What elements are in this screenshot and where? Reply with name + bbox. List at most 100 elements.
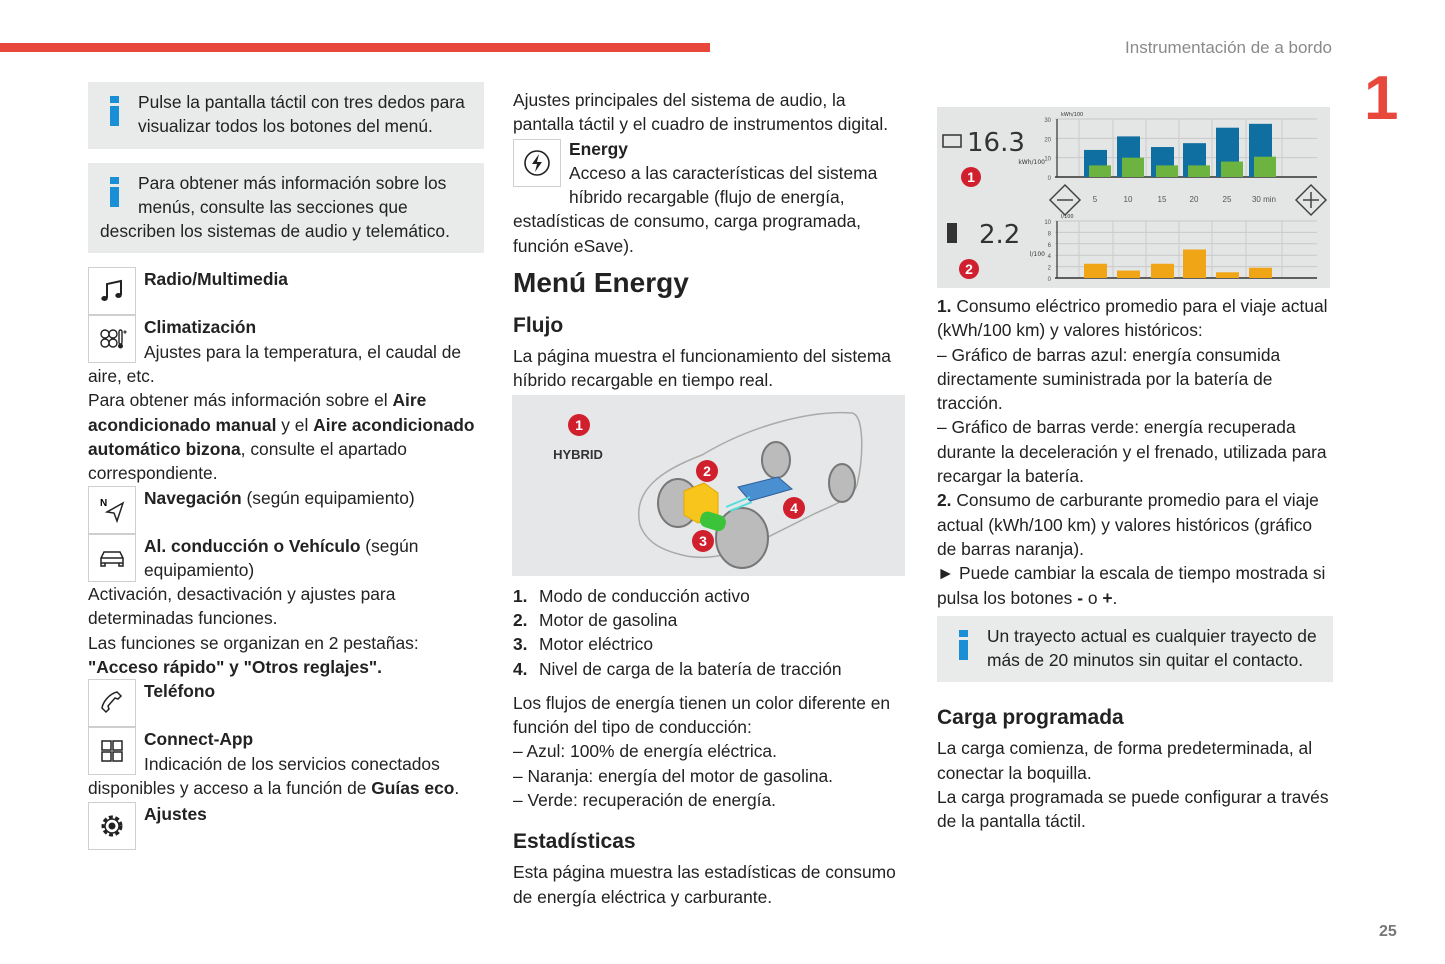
badge-number: 4 bbox=[790, 500, 798, 516]
text-bold: Otros reglajes bbox=[251, 657, 369, 678]
list-text: Motor eléctrico bbox=[539, 634, 654, 655]
battery-flow-icon bbox=[942, 134, 962, 148]
text: , consulte el apartado correspondiente. bbox=[88, 438, 407, 484]
list-number: 4. bbox=[513, 658, 528, 679]
zoom-in-button[interactable] bbox=[1294, 183, 1328, 217]
left-column: Pulse la pantalla táctil con tres dedos … bbox=[88, 82, 484, 851]
info-text: Un trayecto actual es cualquier trayecto… bbox=[987, 625, 1317, 671]
energy-bolt-icon bbox=[513, 138, 561, 187]
badge-circle bbox=[568, 413, 590, 436]
list-number: 3. bbox=[513, 634, 528, 655]
number-badge: 3 bbox=[692, 529, 714, 552]
y-tick-label: 4 bbox=[1048, 254, 1052, 260]
x-tick-label: 20 bbox=[1190, 195, 1199, 204]
car-outline bbox=[637, 411, 863, 558]
info-box: Pulse la pantalla táctil con tres dedos … bbox=[88, 82, 484, 149]
flujo-text: La página muestra el funcionamiento del … bbox=[513, 346, 891, 391]
menu-item-ajustes: Ajustes bbox=[88, 802, 484, 851]
y-tick-label: 20 bbox=[1044, 137, 1051, 143]
apps-grid-icon bbox=[88, 727, 136, 776]
menu-item-climatizacion: Climatización Ajustes para la temperatur… bbox=[88, 315, 484, 485]
info-icon bbox=[100, 90, 138, 138]
colors-intro: Los flujos de energía tienen un color di… bbox=[513, 692, 891, 738]
badge-number: 1 bbox=[967, 169, 975, 185]
stats-desc-1: 1. Consumo eléctrico promedio para el vi… bbox=[937, 296, 1328, 341]
energy-flow bbox=[725, 495, 753, 512]
svg-text:N: N bbox=[100, 498, 107, 509]
zoom-out-button[interactable] bbox=[1048, 183, 1082, 217]
list-text: Nivel de carga de la batería de tracción bbox=[539, 658, 842, 679]
hybrid-mode-label: HYBRID bbox=[553, 447, 603, 462]
text: y el bbox=[276, 414, 314, 435]
list-item: 1. Modo de conducción activo bbox=[513, 584, 911, 608]
heading-menu-energy: Menú Energy bbox=[513, 267, 689, 299]
item-title: Radio/Multimedia bbox=[144, 269, 288, 290]
bar-green bbox=[1254, 156, 1276, 177]
info-box: Un trayecto actual es cualquier trayecto… bbox=[937, 615, 1333, 683]
list-text: Motor de gasolina bbox=[539, 609, 678, 630]
header-accent-bar bbox=[0, 43, 710, 52]
info-box: Para obtener más información sobre los m… bbox=[88, 162, 484, 254]
axis-unit: kWh/100 bbox=[1061, 112, 1083, 118]
y-tick-label: 10 bbox=[1044, 157, 1051, 163]
item-title: Teléfono bbox=[144, 681, 216, 702]
stats-desc-blue: – Gráfico de barras azul: energía consum… bbox=[937, 344, 1281, 414]
list-number: 1. bbox=[513, 585, 528, 606]
item-suffix: (según equipamiento) bbox=[144, 535, 419, 580]
electric-motor bbox=[699, 511, 726, 531]
stats-desc-2: 2. Consumo de carburante promedio para e… bbox=[937, 490, 1319, 559]
text-bold: Aire acondicionado manual bbox=[88, 390, 427, 435]
badge-number: 1 bbox=[575, 417, 583, 433]
item-text: Indicación de los servicios conectados d… bbox=[88, 753, 440, 798]
intro-text: Ajustes principales del sistema de audio… bbox=[513, 90, 889, 135]
color-item-blue: – Azul: 100% de energía eléctrica. bbox=[513, 741, 777, 762]
bar-green bbox=[1188, 165, 1210, 177]
x-tick-label: 15 bbox=[1158, 195, 1167, 204]
info-icon bbox=[949, 624, 987, 672]
hybrid-flow-figure: 1 2 3 4 HYBRID bbox=[512, 394, 905, 576]
bar-green bbox=[1156, 165, 1178, 177]
item-text: Activación, desactivación y ajustes para… bbox=[88, 584, 396, 629]
menu-item-navegacion: N Navegación (según equipamiento) bbox=[88, 485, 484, 534]
stats-scale-tip: ► Puede cambiar la escala de tiempo most… bbox=[937, 563, 1326, 608]
badge-circle bbox=[959, 259, 979, 279]
middle-column: Ajustes principales del sistema de audio… bbox=[512, 88, 911, 909]
bar-orange bbox=[1151, 263, 1174, 278]
item-title: Al. conducción o Vehículo bbox=[144, 535, 361, 556]
carga-text-2: La carga programada se puede configurar … bbox=[937, 787, 1329, 832]
number-badge: 1 bbox=[961, 167, 981, 187]
fuel-pump-icon bbox=[947, 223, 957, 243]
menu-item-radio: Radio/Multimedia bbox=[88, 267, 484, 316]
number-badge: 4 bbox=[783, 496, 805, 519]
fan-temperature-icon bbox=[88, 315, 136, 364]
y-tick-label: 0 bbox=[1048, 176, 1052, 182]
carga-text-1: La carga comienza, de forma predetermina… bbox=[937, 738, 1313, 783]
gear-icon bbox=[88, 802, 136, 851]
heading-estadisticas: Estadísticas bbox=[513, 830, 636, 854]
y-tick-label: 8 bbox=[1048, 231, 1052, 237]
bar-orange bbox=[1249, 267, 1272, 278]
y-tick-label: 10 bbox=[1044, 220, 1051, 226]
text: Las funciones se organizan en 2 pestañas… bbox=[88, 632, 419, 653]
y-tick-label: 30 bbox=[1044, 118, 1051, 124]
info-icon bbox=[100, 171, 138, 219]
energy-item: Energy Acceso a las características del … bbox=[513, 137, 911, 258]
color-item-orange: – Naranja: energía del motor de gasolina… bbox=[513, 765, 833, 786]
music-note-icon bbox=[88, 267, 136, 316]
badge-circle bbox=[961, 167, 981, 187]
text-bold: Aire acondicionado automático bizona bbox=[88, 414, 475, 459]
menu-item-telefono: Teléfono bbox=[88, 679, 484, 728]
y-tick-label: 0 bbox=[1048, 277, 1052, 283]
text: Para obtener más información sobre el bbox=[88, 390, 393, 411]
item-text: Ajustes para la temperatura, el caudal d… bbox=[88, 341, 462, 387]
text: " y " bbox=[216, 657, 252, 678]
bar-green bbox=[1221, 161, 1243, 177]
section-title: Instrumentación de a bordo bbox=[1125, 38, 1332, 57]
number-badge: 1 bbox=[568, 413, 590, 436]
fuel-consumption-value: 2.2 bbox=[979, 220, 1020, 250]
list-item: 3. Motor eléctrico bbox=[513, 632, 911, 656]
chapter-number: 1 bbox=[1364, 64, 1399, 133]
flujo-legend-list: 1. Modo de conducción activo 2. Motor de ga… bbox=[513, 584, 911, 681]
list-text: Modo de conducción activo bbox=[539, 585, 750, 606]
minus-icon bbox=[1048, 183, 1082, 217]
